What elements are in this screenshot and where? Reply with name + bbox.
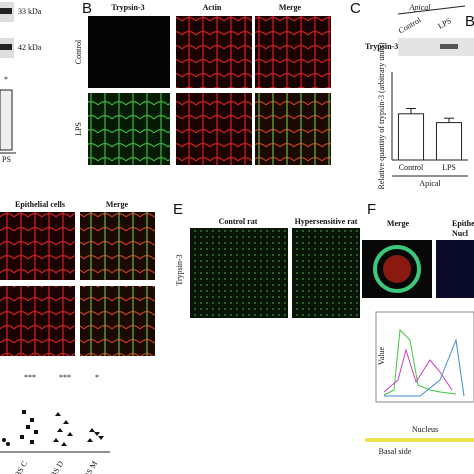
x-tick-label: LPS (442, 163, 456, 172)
star: *** (59, 373, 71, 382)
micrograph (255, 16, 331, 88)
y-axis-label: Relative quantity of trypsin-3 (arbitrar… (377, 42, 386, 189)
column-header: Merge (106, 200, 129, 209)
micrograph (176, 93, 252, 165)
micrograph (292, 228, 360, 318)
micrograph-ring (373, 245, 421, 293)
column-header: Merge (387, 219, 410, 228)
group-label: IBS D (47, 459, 65, 474)
group-label: IBS C (12, 459, 30, 474)
row-label: Control (74, 39, 83, 64)
star: * (4, 75, 8, 84)
x-tick-label: Control (399, 163, 424, 172)
bar (397, 113, 425, 161)
column-header: Actin (203, 3, 222, 12)
profile-line (383, 328, 457, 396)
side-bar (365, 438, 474, 442)
band-label: 42 kDa (18, 43, 42, 52)
column-header: Merge (279, 3, 302, 12)
micrograph (0, 286, 75, 356)
panel-label: B (82, 0, 92, 17)
column-header: Epithelia (452, 219, 474, 228)
blot (398, 38, 474, 56)
blot-band (0, 8, 12, 14)
side-label: Basal side (379, 447, 412, 456)
profile-line (383, 348, 453, 393)
micrograph (0, 212, 75, 280)
lane-label: LPS (436, 16, 452, 31)
profile-plot (375, 311, 474, 403)
blot-band (440, 44, 458, 49)
column-header: Hypersensitive rat (295, 217, 358, 226)
micrograph (88, 16, 170, 88)
micrograph (88, 93, 170, 165)
lane-label: Control (397, 15, 423, 35)
column-header: Nucl (452, 229, 469, 238)
column-header: Trypsin-3 (111, 3, 144, 12)
micrograph (80, 286, 155, 356)
row-label: LPS (74, 122, 83, 136)
blot-band (0, 44, 12, 50)
blot-label: Trypsin-3 (365, 42, 398, 51)
star: * (95, 373, 99, 382)
group-label: IBS M (81, 459, 100, 474)
bar (435, 122, 463, 161)
band-label: 33 kDa (18, 7, 42, 16)
row-label: Trypsin-3 (175, 254, 184, 285)
panel-label: E (173, 201, 183, 218)
group-label: Apical (409, 3, 432, 12)
micrograph-core (383, 255, 411, 283)
profile-line (384, 338, 465, 397)
micrograph (190, 228, 288, 318)
axis-label: Value (377, 346, 386, 365)
bar (0, 89, 13, 151)
column-header: Epithelial cells (15, 200, 65, 209)
panel-label: B (465, 13, 474, 30)
panel-label: F (367, 201, 376, 218)
micrograph (80, 212, 155, 280)
column-header: Control rat (219, 217, 258, 226)
micrograph (176, 16, 252, 88)
star: *** (24, 373, 36, 382)
axis-label: Nucleus (412, 425, 438, 434)
x-group-label: Apical (419, 179, 441, 188)
panel-label: C (350, 0, 361, 17)
scatter-group (2, 410, 104, 446)
bracket (397, 5, 466, 15)
micrograph (255, 93, 331, 165)
micrograph (436, 240, 474, 298)
category: PS (2, 155, 11, 164)
